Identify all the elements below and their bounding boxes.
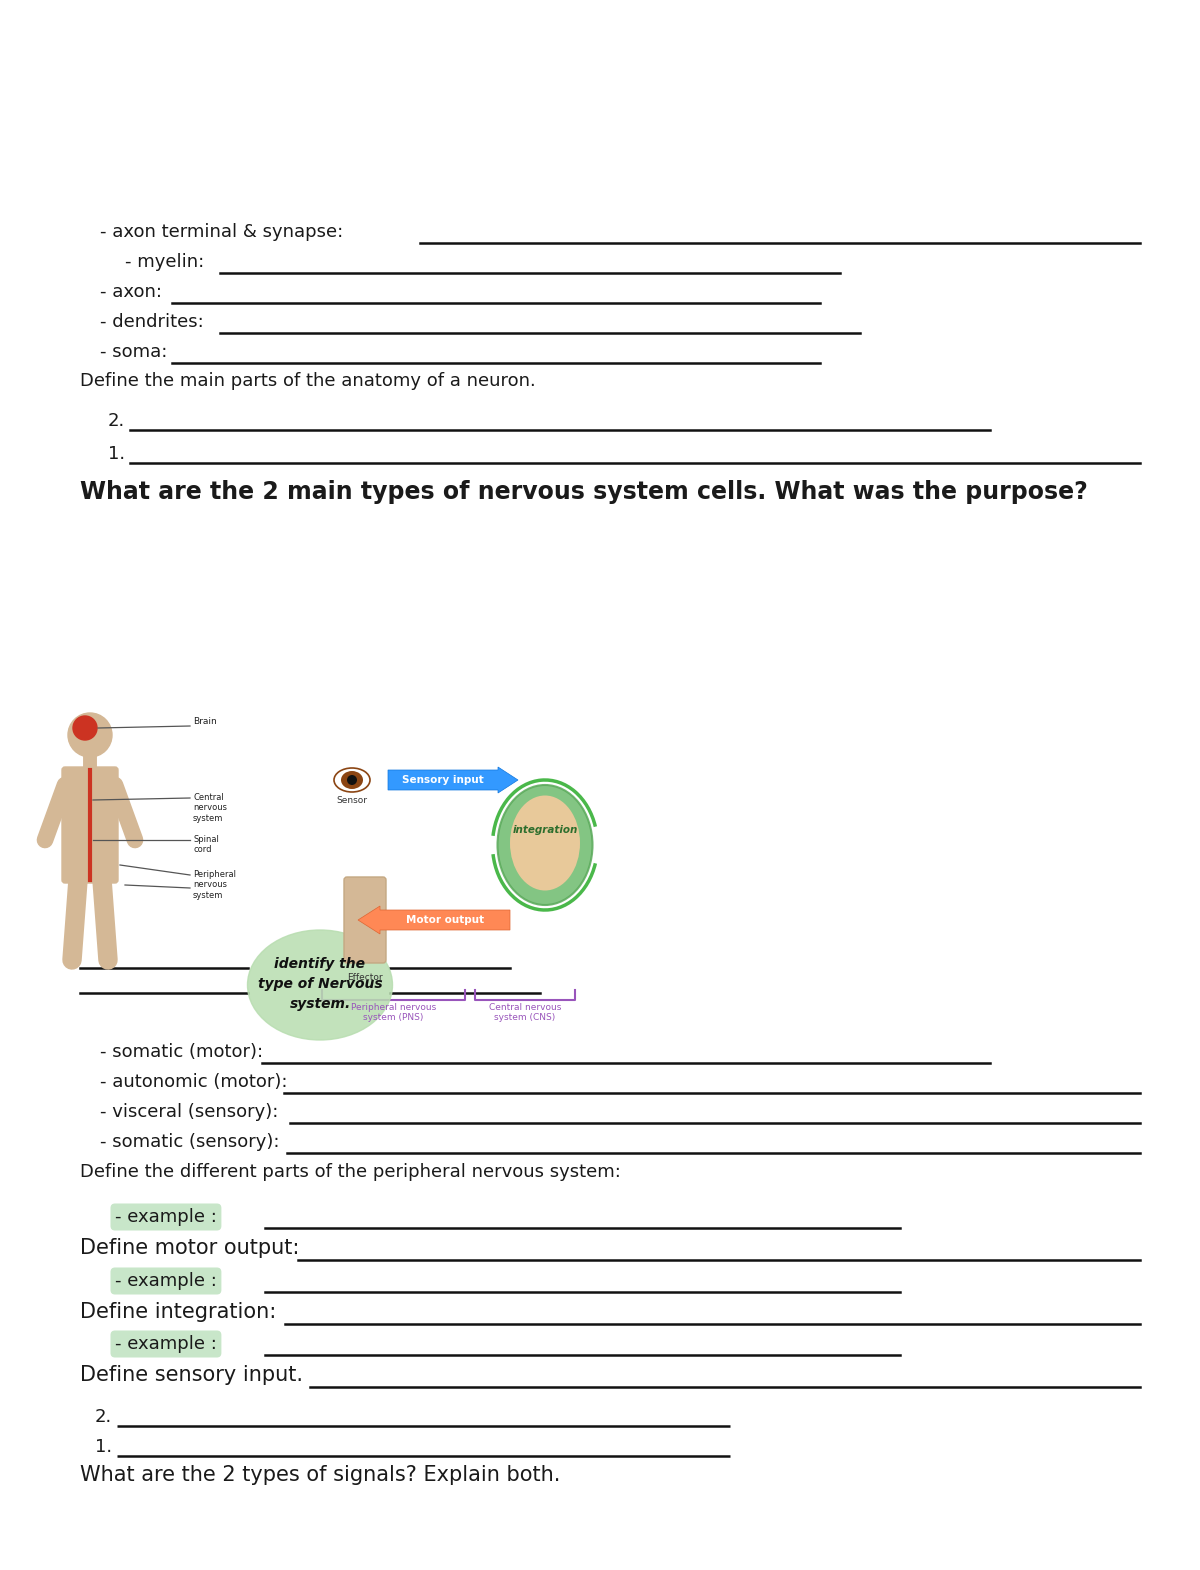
Text: 1.: 1. — [108, 444, 125, 463]
Ellipse shape — [247, 929, 392, 1039]
FancyArrow shape — [388, 768, 518, 793]
Text: Define the different parts of the peripheral nervous system:: Define the different parts of the periph… — [80, 1163, 620, 1181]
Text: - axon terminal & synapse:: - axon terminal & synapse: — [100, 223, 343, 242]
Text: - visceral (sensory):: - visceral (sensory): — [100, 1104, 278, 1121]
Text: integration: integration — [512, 824, 577, 835]
Text: Define sensory input.: Define sensory input. — [80, 1364, 302, 1385]
Text: - somatic (sensory):: - somatic (sensory): — [100, 1134, 280, 1151]
Text: Peripheral
nervous
system: Peripheral nervous system — [193, 870, 236, 900]
Text: Sensory input: Sensory input — [402, 776, 484, 785]
Text: - example :: - example : — [115, 1272, 217, 1291]
Text: system.: system. — [289, 997, 350, 1011]
Ellipse shape — [510, 796, 580, 890]
Text: 2.: 2. — [95, 1408, 113, 1426]
Text: - autonomic (motor):: - autonomic (motor): — [100, 1072, 288, 1091]
FancyArrowPatch shape — [391, 776, 490, 783]
Text: Motor output: Motor output — [406, 915, 484, 925]
Text: What are the 2 main types of nervous system cells. What was the purpose?: What are the 2 main types of nervous sys… — [80, 480, 1087, 504]
Text: type of Nervous: type of Nervous — [258, 977, 383, 991]
Ellipse shape — [347, 776, 358, 785]
Text: 2.: 2. — [108, 411, 125, 430]
Text: Central nervous
system (CNS): Central nervous system (CNS) — [488, 1003, 562, 1022]
Text: Sensor: Sensor — [336, 796, 367, 805]
Text: What are the 2 types of signals? Explain both.: What are the 2 types of signals? Explain… — [80, 1465, 560, 1485]
Text: - soma:: - soma: — [100, 342, 167, 361]
FancyArrow shape — [358, 906, 510, 934]
Text: Define motor output:: Define motor output: — [80, 1239, 299, 1258]
Text: - somatic (motor):: - somatic (motor): — [100, 1042, 263, 1061]
Circle shape — [68, 713, 112, 757]
Text: identify the: identify the — [275, 958, 366, 970]
Text: - axon:: - axon: — [100, 283, 162, 301]
Ellipse shape — [334, 768, 370, 791]
FancyBboxPatch shape — [62, 768, 118, 882]
Text: Define integration:: Define integration: — [80, 1302, 276, 1322]
Ellipse shape — [341, 771, 364, 790]
Text: Brain: Brain — [193, 716, 217, 725]
Text: - myelin:: - myelin: — [125, 253, 204, 272]
Circle shape — [73, 716, 97, 739]
FancyBboxPatch shape — [344, 878, 386, 962]
Ellipse shape — [498, 785, 593, 904]
Text: - example :: - example : — [115, 1334, 217, 1353]
Text: Effector: Effector — [347, 973, 383, 981]
Text: Peripheral nervous
system (PNS): Peripheral nervous system (PNS) — [350, 1003, 436, 1022]
Text: - dendrites:: - dendrites: — [100, 312, 204, 331]
Text: 1.: 1. — [95, 1438, 112, 1455]
Text: Define the main parts of the anatomy of a neuron.: Define the main parts of the anatomy of … — [80, 372, 535, 389]
Text: Central
nervous
system: Central nervous system — [193, 793, 227, 823]
Text: Spinal
cord: Spinal cord — [193, 835, 218, 854]
Text: - example :: - example : — [115, 1207, 217, 1226]
